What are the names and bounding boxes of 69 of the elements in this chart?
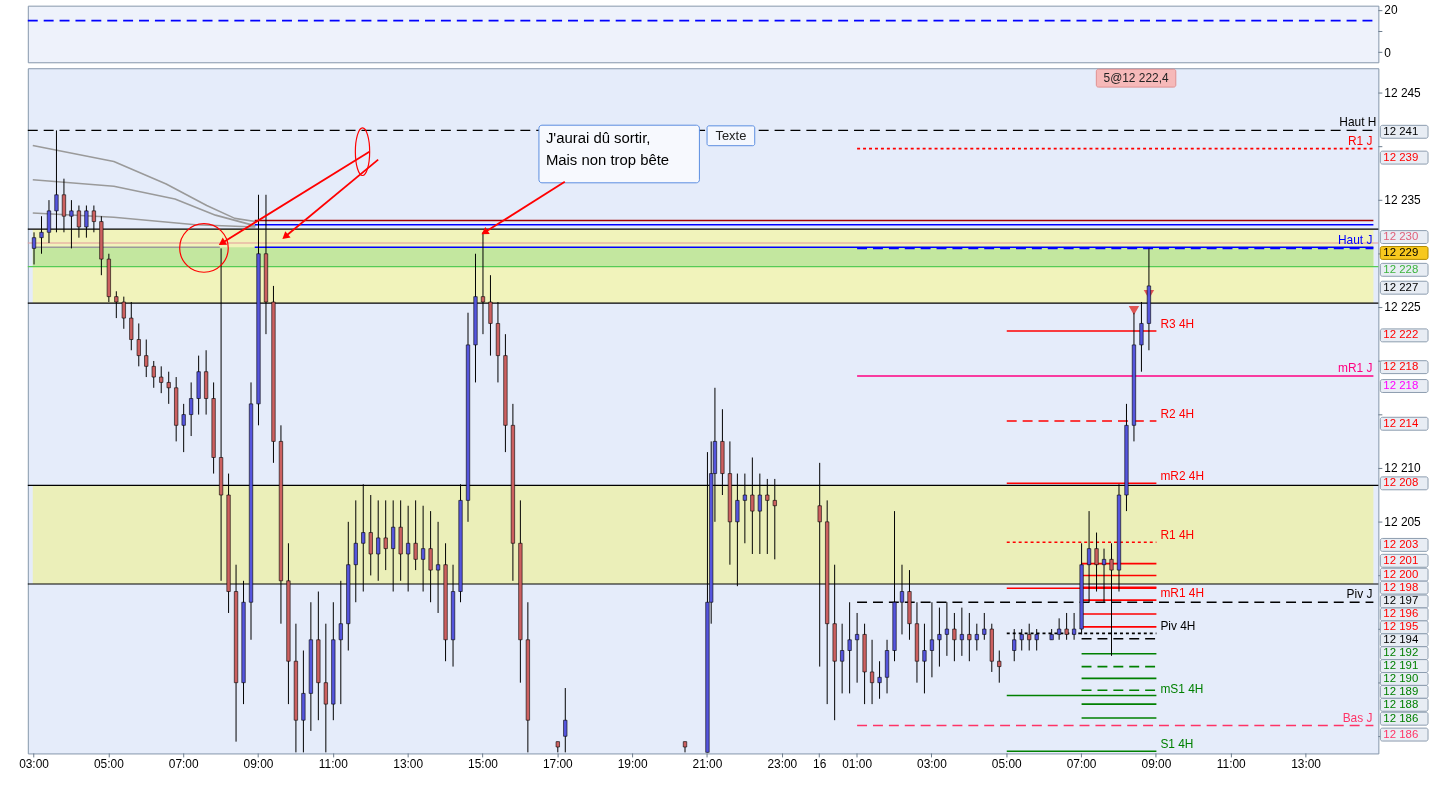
x-tick-label: 16 (813, 757, 827, 772)
series-label: R1 4H (1160, 528, 1195, 543)
ref-line-label: Haut H (1339, 115, 1377, 130)
annotation: J'aurai dû sortir, Mais non trop bête (545, 130, 670, 168)
text: 12 228 (1383, 262, 1419, 275)
series-label: R2 4H (1160, 407, 1195, 422)
y-tick-label: 12 235 (1384, 193, 1422, 208)
text: 12 218 (1383, 360, 1419, 373)
text: 12 227 (1383, 280, 1419, 293)
x-tick-label: 07:00 (168, 757, 199, 772)
text: 12 186 (1383, 711, 1419, 724)
text: 12 230 (1383, 230, 1419, 243)
x-tick-label: 07:00 (1066, 757, 1097, 772)
text: 12 198 (1383, 580, 1419, 593)
x-tick-label: 11:00 (1216, 757, 1247, 772)
series-label: Piv J (1346, 587, 1373, 602)
x-tick-label: 13:00 (393, 757, 424, 772)
text: 12 241 (1383, 124, 1419, 137)
text: 12 229 (1383, 245, 1419, 258)
series-label: R1 J (1347, 133, 1373, 148)
series-label: mR1 J (1338, 361, 1373, 376)
series-label: Haut J (1337, 233, 1373, 248)
series-label: mS1 4H (1160, 681, 1204, 696)
text: 12 203 (1383, 537, 1419, 550)
series-label: mR2 4H (1160, 469, 1205, 484)
x-tick-label: 17:00 (542, 757, 574, 772)
text: 12 239 (1383, 150, 1419, 163)
x-tick-label: 21:00 (692, 757, 723, 772)
text: 12 188 (1383, 697, 1419, 710)
text: 12 222 (1383, 328, 1419, 341)
x-tick-label: 19:00 (617, 757, 648, 772)
text: 12 194 (1383, 633, 1419, 646)
y-tick-label: 12 245 (1384, 85, 1422, 100)
x-tick-label: 09:00 (243, 757, 274, 772)
series-label: mR1 4H (1160, 586, 1205, 601)
text: 12 189 (1383, 684, 1419, 697)
text: 12 200 (1383, 567, 1419, 580)
x-tick-label: 23:00 (767, 757, 798, 772)
x-tick-label: 01:00 (842, 757, 873, 772)
x-tick-label: 03:00 (19, 757, 50, 772)
series-label: Piv 4H (1160, 619, 1196, 634)
y-tick-label: 0 (1384, 45, 1392, 60)
x-tick-label: 13:00 (1291, 757, 1322, 772)
text: 12 191 (1383, 659, 1419, 672)
x-tick-label: 05:00 (93, 757, 125, 772)
text: 12 186 (1383, 727, 1419, 740)
text: 12 196 (1383, 607, 1419, 620)
x-tick-label: 11:00 (318, 757, 349, 772)
annotation: 5@12 222,4 (1103, 71, 1169, 86)
series-label: Bas J (1342, 710, 1373, 725)
x-tick-label: 09:00 (1141, 757, 1172, 772)
text: 12 208 (1383, 476, 1419, 489)
text: 12 190 (1383, 671, 1419, 684)
annotation: Texte (715, 127, 747, 143)
text: 12 201 (1383, 553, 1419, 566)
series-label: S1 4H (1160, 737, 1194, 752)
text: 12 197 (1383, 594, 1419, 607)
x-tick-label: 05:00 (991, 757, 1023, 772)
x-tick-label: 03:00 (917, 757, 948, 772)
text: 12 218 (1383, 378, 1419, 391)
text: 12 214 (1383, 416, 1419, 429)
series-label: R3 4H (1160, 316, 1195, 331)
text: 12 195 (1383, 620, 1419, 633)
x-tick-label: 15:00 (468, 757, 499, 772)
y-tick-label: 20 (1384, 3, 1398, 18)
text: 12 192 (1383, 646, 1419, 659)
y-tick-label: 12 205 (1384, 514, 1422, 529)
y-tick-label: 12 210 (1384, 461, 1422, 476)
y-tick-label: 12 225 (1384, 300, 1422, 315)
